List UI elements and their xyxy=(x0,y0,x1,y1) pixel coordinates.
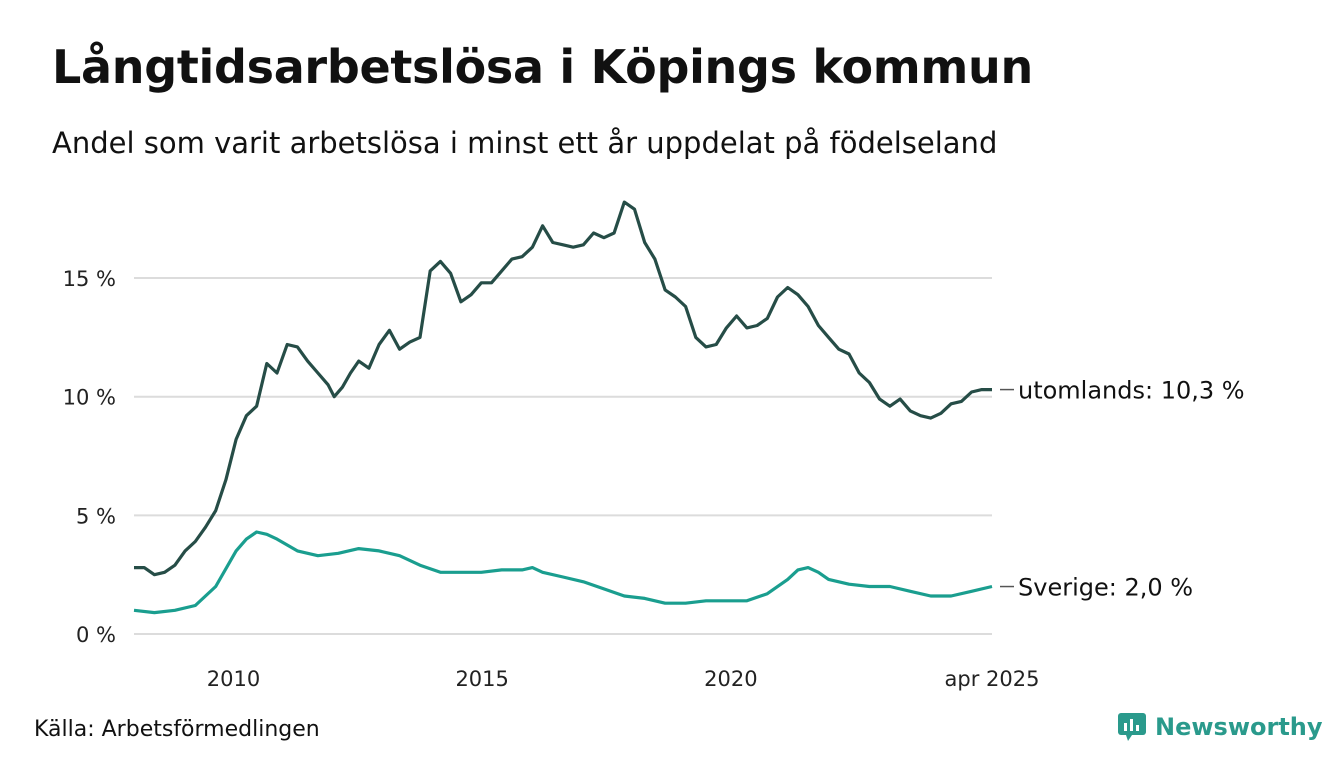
series-end-label-sverige: Sverige: 2,0 % xyxy=(1018,574,1193,602)
brand-logo[interactable]: Newsworthy xyxy=(1117,712,1323,742)
y-tick-label: 5 % xyxy=(76,504,116,528)
chart-subtitle: Andel som varit arbetslösa i minst ett å… xyxy=(52,126,998,160)
brand-name: Newsworthy xyxy=(1155,713,1323,741)
x-tick-label: 2020 xyxy=(704,667,757,691)
chart-title: Långtidsarbetslösa i Köpings kommun xyxy=(52,40,1033,94)
series-line-utomlands xyxy=(134,200,992,577)
x-tick-label: 2010 xyxy=(207,667,260,691)
y-tick-label: 10 % xyxy=(63,386,116,410)
y-tick-label: 15 % xyxy=(63,267,116,291)
newsworthy-logo-icon xyxy=(1118,713,1146,741)
series-line-sverige xyxy=(133,530,993,615)
source-label: Källa: Arbetsförmedlingen xyxy=(34,717,320,742)
series-end-label-utomlands: utomlands: 10,3 % xyxy=(1018,377,1245,405)
x-tick-label: apr 2025 xyxy=(945,667,1040,691)
x-tick-label: 2015 xyxy=(455,667,508,691)
y-tick-label: 0 % xyxy=(76,623,116,647)
